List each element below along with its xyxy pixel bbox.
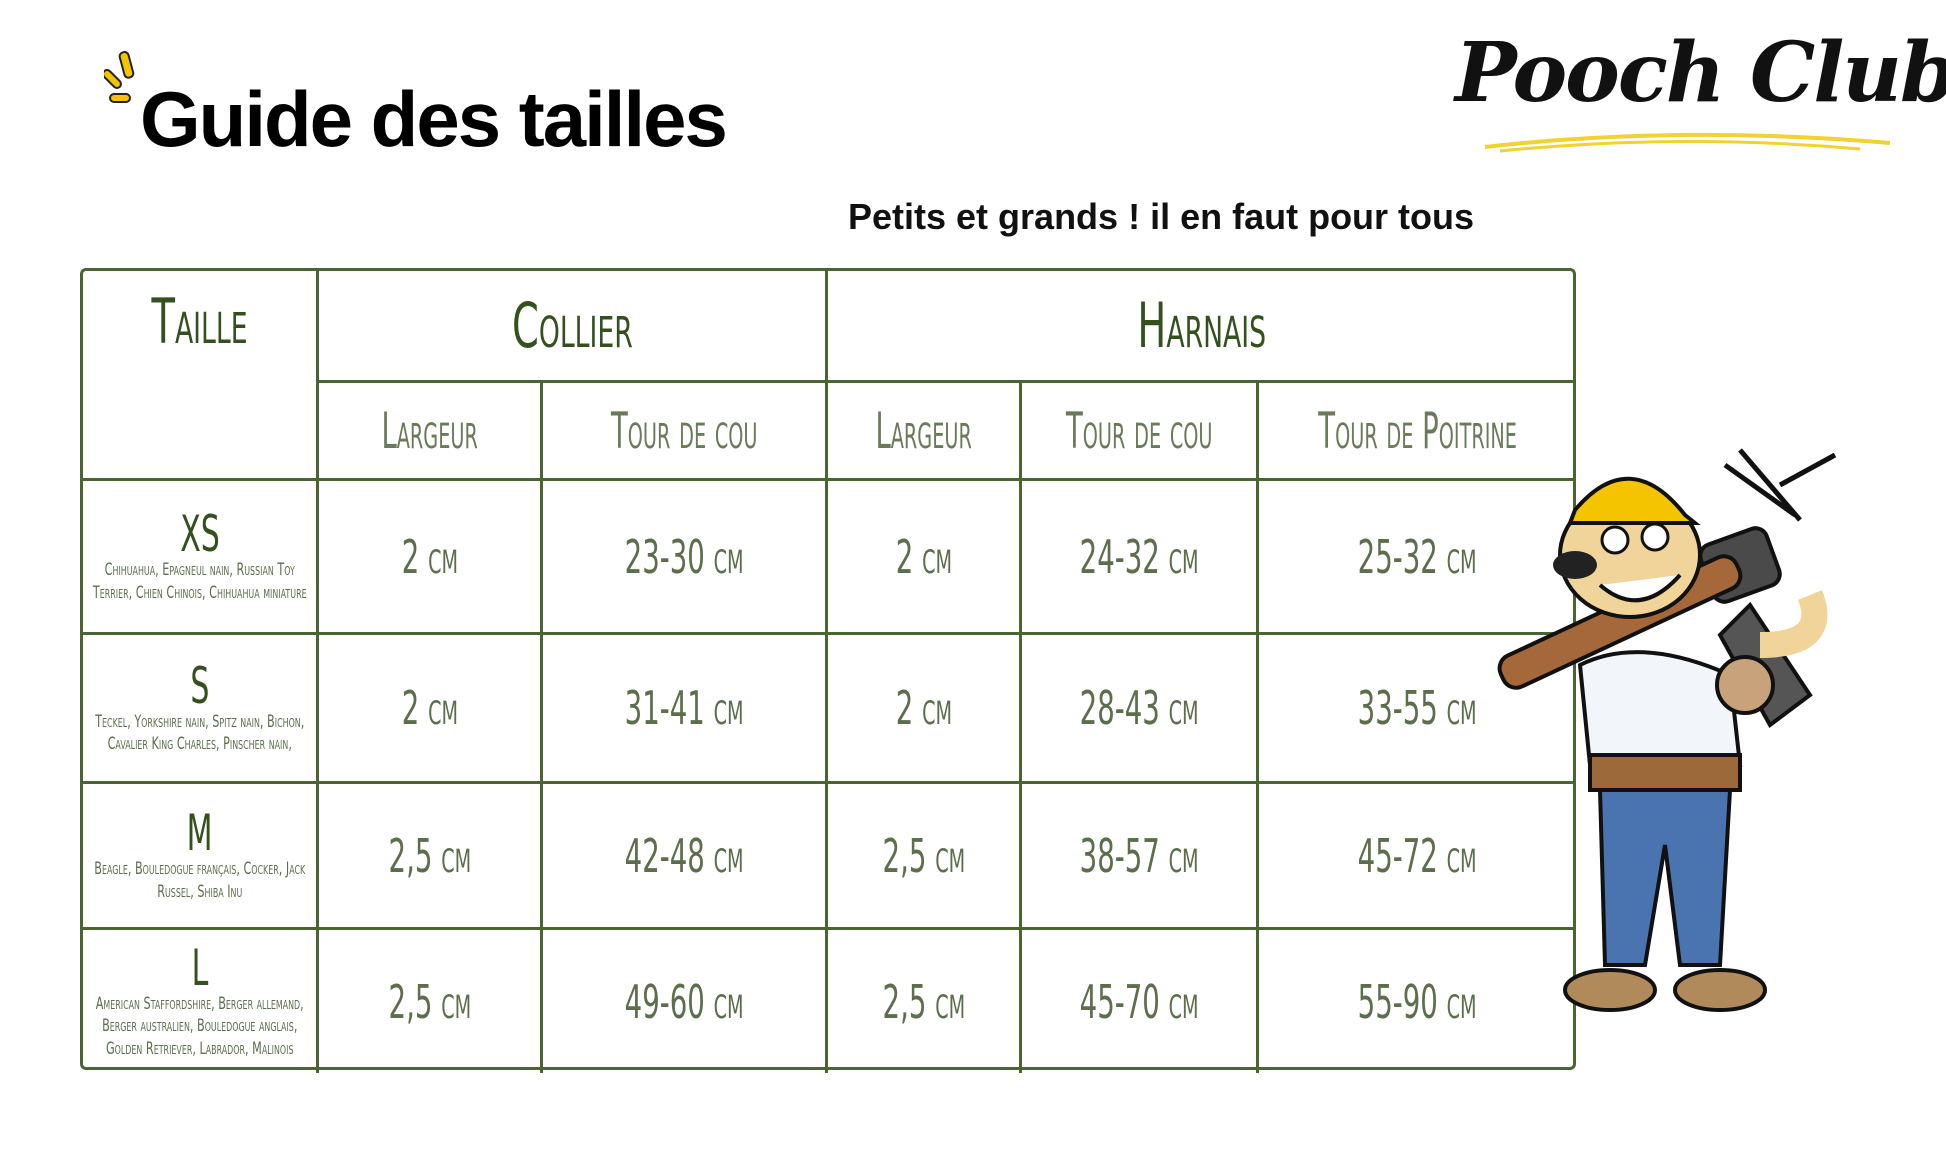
measurement-value: 2,5 cm (388, 974, 471, 1029)
measurement-cell: 33-55 cm (1259, 635, 1576, 784)
header-label: Tour de cou (610, 401, 758, 460)
measurement-value: 2,5 cm (388, 828, 471, 883)
size-label: XS (179, 505, 220, 564)
subtitle: Petits et grands ! il en faut pour tous (848, 196, 1475, 237)
page-title: Guide des tailles (140, 75, 728, 163)
size-cell: XS Chihuahua, Epagneul nain, Russian Toy… (83, 481, 319, 635)
measurement-cell: 38-57 cm (1022, 784, 1259, 930)
measurement-value: 42-48 cm (624, 828, 744, 883)
measurement-cell: 28-43 cm (1022, 635, 1259, 784)
measurement-cell: 2 cm (828, 481, 1022, 635)
size-table: Taille Collier Harnais Largeur Tour de c… (80, 268, 1576, 1073)
measurement-cell: 45-72 cm (1259, 784, 1576, 930)
size-cell: L American Staffordshire, Berger alleman… (83, 930, 319, 1073)
measurement-cell: 2 cm (828, 635, 1022, 784)
measurement-value: 25-32 cm (1358, 529, 1477, 584)
measurement-cell: 55-90 cm (1259, 930, 1576, 1073)
header-taille: Taille (83, 271, 319, 481)
measurement-cell: 2,5 cm (828, 930, 1022, 1073)
header-taille-label: Taille (151, 285, 248, 358)
measurement-value: 24-32 cm (1079, 529, 1199, 584)
construction-dog-illustration (1497, 448, 1837, 1012)
measurement-value: 28-43 cm (1079, 681, 1199, 735)
header-label: Largeur (381, 401, 478, 460)
header-label: Largeur (875, 401, 972, 460)
measurement-value: 31-41 cm (624, 681, 744, 735)
measurement-value: 2,5 cm (882, 828, 965, 883)
measurement-value: 45-72 cm (1358, 828, 1477, 883)
measurement-cell: 31-41 cm (543, 635, 828, 784)
size-label: M (186, 804, 213, 863)
breed-list: Teckel, Yorkshire nain, Spitz nain, Bich… (94, 711, 305, 754)
measurement-cell: 42-48 cm (543, 784, 828, 930)
breed-list: Beagle, Bouledogue français, Cocker, Jac… (94, 859, 305, 902)
header-harnais: Harnais (828, 271, 1576, 383)
measurement-value: 2 cm (895, 529, 952, 584)
measurement-cell: 24-32 cm (1022, 481, 1259, 635)
header-harnais-tour-de-cou: Tour de cou (1022, 383, 1259, 481)
size-cell: S Teckel, Yorkshire nain, Spitz nain, Bi… (83, 635, 319, 784)
size-cell: M Beagle, Bouledogue français, Cocker, J… (83, 784, 319, 930)
measurement-value: 38-57 cm (1079, 828, 1199, 883)
measurement-cell: 2,5 cm (319, 930, 543, 1073)
header-label: Tour de cou (1065, 401, 1213, 460)
breed-list: Chihuahua, Epagneul nain, Russian Toy Te… (92, 560, 307, 603)
measurement-cell: 25-32 cm (1259, 481, 1576, 635)
measurement-cell: 49-60 cm (543, 930, 828, 1073)
measurement-value: 2,5 cm (882, 974, 965, 1029)
measurement-cell: 45-70 cm (1022, 930, 1259, 1073)
header-harnais-label: Harnais (1137, 289, 1267, 362)
measurement-value: 2 cm (895, 681, 952, 735)
measurement-cell: 2,5 cm (319, 784, 543, 930)
header-label: Tour de Poitrine (1318, 401, 1517, 460)
measurement-value: 55-90 cm (1358, 974, 1477, 1029)
measurement-value: 23-30 cm (624, 529, 744, 584)
measurement-value: 2 cm (401, 681, 458, 735)
header-harnais-largeur: Largeur (828, 383, 1022, 481)
sparkle-burst-icon (104, 51, 135, 103)
header-collier-label: Collier (511, 289, 633, 362)
size-label: S (189, 656, 210, 715)
measurement-value: 49-60 cm (624, 974, 744, 1029)
measurement-cell: 2 cm (319, 635, 543, 784)
measurement-cell: 2 cm (319, 481, 543, 635)
header-collier-largeur: Largeur (319, 383, 543, 481)
header-collier-tour-de-cou: Tour de cou (543, 383, 828, 481)
measurement-cell: 2,5 cm (828, 784, 1022, 930)
breed-list: American Staffordshire, Berger allemand,… (95, 994, 304, 1059)
measurement-cell: 23-30 cm (543, 481, 828, 635)
measurement-value: 45-70 cm (1079, 974, 1199, 1029)
header-collier: Collier (319, 271, 828, 383)
brand-logo: Pooch Club. (1455, 25, 1946, 153)
logo-text: Pooch Club. (1455, 25, 1946, 121)
measurement-value: 33-55 cm (1358, 681, 1477, 735)
header-harnais-tour-de-poitrine: Tour de Poitrine (1259, 383, 1576, 481)
measurement-value: 2 cm (401, 529, 458, 584)
logo-underline-icon (1484, 132, 1891, 153)
size-label: L (191, 939, 208, 998)
